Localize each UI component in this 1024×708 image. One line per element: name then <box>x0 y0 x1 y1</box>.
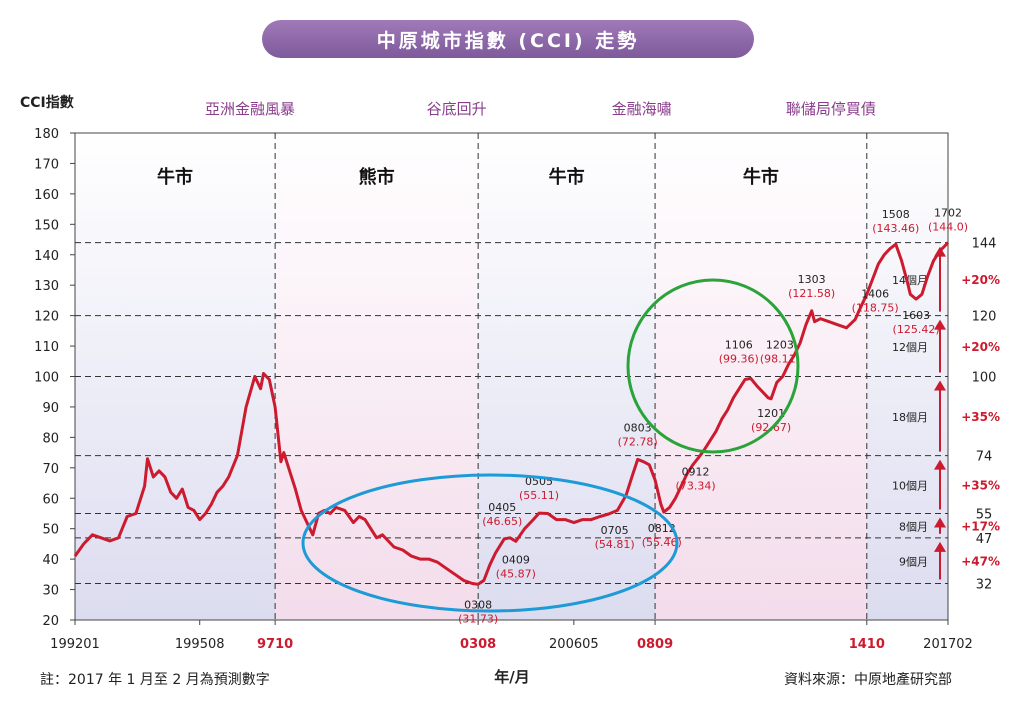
gain-percent: +35% <box>961 410 1000 424</box>
x-tick-label: 0809 <box>637 637 673 652</box>
x-tick-label: 201702 <box>923 637 973 652</box>
x-tick-label: 1410 <box>849 637 885 652</box>
event-label: 谷底回升 <box>427 100 487 118</box>
annotation-date: 0409 <box>502 553 530 566</box>
annotation-value: (45.87) <box>496 567 536 580</box>
source-note: 資料來源：中原地產研究部 <box>784 671 952 688</box>
highlight-ellipse-blue <box>301 473 679 613</box>
y-tick-label: 150 <box>34 218 59 233</box>
y-tick-label: 90 <box>42 401 59 416</box>
y-tick-label: 140 <box>34 249 59 264</box>
gain-percent: +17% <box>961 520 1000 534</box>
reference-label: 32 <box>976 577 993 592</box>
x-axis-title: 年/月 <box>494 668 529 686</box>
reference-label: 55 <box>976 507 993 522</box>
annotation-date: 1201 <box>757 407 785 420</box>
annotation-date: 1702 <box>934 207 962 220</box>
gain-period: 18個月 <box>892 411 928 424</box>
annotation-date: 0912 <box>682 466 710 479</box>
annotation-value: (118.75) <box>852 301 899 314</box>
x-tick-label: 0308 <box>460 637 496 652</box>
annotation-value: (125.42) <box>893 323 940 336</box>
annotation-date: 1406 <box>861 287 889 300</box>
reference-label: 100 <box>972 371 997 386</box>
reference-label: 47 <box>976 532 993 547</box>
annotation-date: 1303 <box>798 273 826 286</box>
reference-label: 144 <box>972 237 997 252</box>
x-tick-label: 200605 <box>549 637 599 652</box>
x-tick-label: 199201 <box>50 637 100 652</box>
annotation-value: (73.34) <box>676 480 716 493</box>
annotation-value: (54.81) <box>595 538 635 551</box>
annotation-date: 0405 <box>488 501 516 514</box>
annotation-date: 0308 <box>464 598 492 611</box>
y-tick-label: 100 <box>34 371 59 386</box>
annotation-value: (55.46) <box>642 536 682 549</box>
reference-label: 120 <box>972 310 997 325</box>
annotation-date: 0705 <box>601 524 629 537</box>
y-tick-label: 20 <box>42 614 59 629</box>
annotation-value: (121.58) <box>788 287 835 300</box>
gain-arrow-head <box>934 517 946 528</box>
y-axis-title: CCI指數 <box>20 94 74 111</box>
gain-period: 10個月 <box>892 480 928 493</box>
x-tick-label: 199508 <box>175 637 225 652</box>
chart-title: 中原城市指數 (CCI) 走勢 <box>262 20 754 58</box>
y-tick-label: 60 <box>42 492 59 507</box>
phase-label: 牛市 <box>157 166 193 188</box>
annotation-value: (144.0) <box>928 221 968 234</box>
event-label: 亞洲金融風暴 <box>205 100 295 118</box>
gain-arrow-head <box>934 541 946 552</box>
y-tick-label: 110 <box>34 340 59 355</box>
gain-arrow-head <box>934 380 946 391</box>
y-tick-label: 70 <box>42 462 59 477</box>
cci-line <box>73 241 950 586</box>
gain-period: 14個月 <box>892 274 928 287</box>
gain-percent: +20% <box>961 273 1000 287</box>
y-tick-label: 180 <box>34 127 59 142</box>
x-tick-label: 9710 <box>257 637 293 652</box>
annotation-value: (31.73) <box>458 612 498 625</box>
gain-percent: +20% <box>961 340 1000 354</box>
footnote: 註：2017 年 1 月至 2 月為預測數字 <box>40 672 270 688</box>
annotation-value: (55.11) <box>519 489 559 502</box>
phase-label: 熊市 <box>359 166 395 188</box>
y-tick-label: 80 <box>42 431 59 446</box>
reference-label: 74 <box>976 450 993 465</box>
annotation-value: (72.78) <box>618 435 658 448</box>
annotation-value: (46.65) <box>482 515 522 528</box>
annotation-value: (99.36) <box>719 352 759 365</box>
annotation-date: 0803 <box>624 421 652 434</box>
gain-arrow-head <box>934 319 946 330</box>
highlight-ellipse-green <box>626 278 800 454</box>
gain-period: 12個月 <box>892 341 928 354</box>
gain-arrow-head <box>934 459 946 470</box>
event-label: 聯儲局停買債 <box>786 100 876 118</box>
annotation-value: (143.46) <box>872 222 919 235</box>
phase-label: 牛市 <box>549 166 585 188</box>
phase-label: 牛市 <box>743 166 779 188</box>
y-tick-label: 130 <box>34 279 59 294</box>
y-tick-label: 170 <box>34 157 59 172</box>
y-tick-label: 120 <box>34 310 59 325</box>
annotation-date: 1203 <box>766 338 794 351</box>
y-tick-label: 160 <box>34 188 59 203</box>
y-tick-label: 50 <box>42 523 59 538</box>
gain-period: 8個月 <box>899 521 928 534</box>
annotation-date: 1603 <box>902 309 930 322</box>
annotation-date: 1508 <box>882 208 910 221</box>
gain-period: 9個月 <box>899 556 928 569</box>
annotation-value: (98.11) <box>760 352 800 365</box>
gain-percent: +35% <box>961 479 1000 493</box>
y-tick-label: 40 <box>42 553 59 568</box>
gain-percent: +47% <box>961 555 1000 569</box>
y-tick-label: 30 <box>42 584 59 599</box>
annotation-date: 1106 <box>725 338 753 351</box>
event-label: 金融海嘯 <box>612 100 672 118</box>
